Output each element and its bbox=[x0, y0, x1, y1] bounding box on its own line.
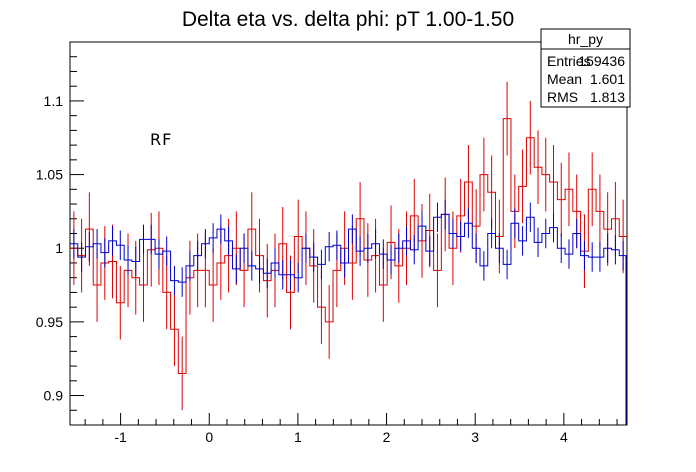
x-tick-label: 3 bbox=[471, 429, 479, 445]
chart-title: Delta eta vs. delta phi: pT 1.00-1.50 bbox=[182, 8, 514, 31]
y-tick-label: 1 bbox=[55, 240, 63, 256]
histogram-outline bbox=[70, 213, 627, 283]
x-tick-label: 1 bbox=[294, 429, 302, 445]
stats-rms-value: 1.813 bbox=[590, 89, 625, 105]
x-axis-ticks bbox=[84, 413, 618, 425]
series-blue-histogram bbox=[70, 199, 627, 425]
stats-mean-value: 1.601 bbox=[590, 71, 625, 87]
stats-box: hr_py Entries 159436 Mean 1.601 RMS 1.81… bbox=[540, 28, 631, 108]
stats-entries-label: Entries bbox=[547, 53, 591, 69]
x-tick-label: -1 bbox=[114, 429, 127, 445]
stats-entries-value: 159436 bbox=[578, 53, 625, 69]
stats-rms-label: RMS bbox=[547, 89, 578, 105]
y-tick-label: 1.1 bbox=[44, 93, 64, 109]
y-tick-label: 0.95 bbox=[36, 314, 63, 330]
x-tick-label: 4 bbox=[560, 429, 568, 445]
y-axis-tick-labels: 0.9 0.95 1 1.05 1.1 bbox=[36, 93, 63, 404]
stats-mean-label: Mean bbox=[547, 71, 582, 87]
x-axis-tick-labels: -1 0 1 2 3 4 bbox=[114, 429, 568, 445]
stats-box-frame bbox=[540, 28, 631, 108]
y-tick-label: 0.9 bbox=[44, 388, 64, 404]
y-tick-label: 1.05 bbox=[36, 167, 63, 183]
x-tick-label: 0 bbox=[205, 429, 213, 445]
stats-box-title: hr_py bbox=[568, 31, 603, 47]
x-tick-label: 2 bbox=[383, 429, 391, 445]
annotation-rf: RF bbox=[150, 130, 172, 149]
